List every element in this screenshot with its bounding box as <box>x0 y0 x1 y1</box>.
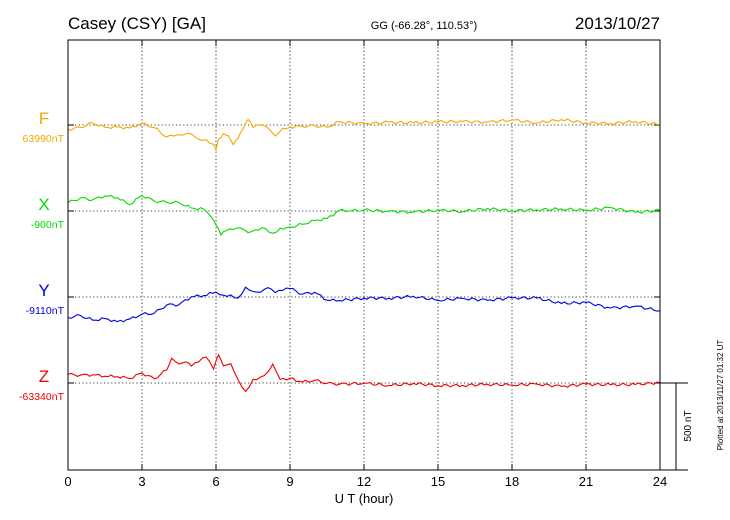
plot-frame <box>67 39 661 471</box>
x-tick-label: 21 <box>579 474 593 489</box>
x-tick-label: 12 <box>357 474 371 489</box>
x-tick-label: 9 <box>286 474 293 489</box>
series-line-f <box>67 118 661 152</box>
series-line-z <box>67 353 661 393</box>
grid <box>141 40 587 470</box>
series-labels: F 63990nT X -900nT Y -9110nT Z -63340nT <box>19 109 65 403</box>
x-tick-label: 3 <box>138 474 145 489</box>
series-baseline-f: 63990nT <box>23 133 65 145</box>
scale-bar-label: 500 nT <box>683 410 694 441</box>
scale-bar: 500 nT <box>660 382 694 471</box>
x-axis-label: U T (hour) <box>335 491 394 506</box>
series-name-x: X <box>38 195 49 214</box>
station-title: Casey (CSY) [GA] <box>68 14 206 33</box>
x-tick-label: 6 <box>212 474 219 489</box>
plotted-timestamp: Plotted at 2013/11/27 01:32 UT <box>716 340 725 451</box>
series-line-x <box>67 194 661 237</box>
series-name-y: Y <box>38 281 49 300</box>
series-baseline-z: -63340nT <box>19 391 65 403</box>
x-tick-label: 18 <box>505 474 519 489</box>
series-name-z: Z <box>39 367 49 386</box>
series-baseline-y: -9110nT <box>26 305 65 317</box>
plot-date: 2013/10/27 <box>575 14 660 33</box>
series-name-f: F <box>39 109 49 128</box>
station-coordinates: GG (-66.28°, 110.53°) <box>371 20 477 32</box>
x-axis-ticks: 0 3 6 9 12 15 18 21 24 <box>64 40 667 489</box>
x-tick-label: 24 <box>653 474 667 489</box>
series-baseline-x: -900nT <box>31 219 65 231</box>
x-tick-label: 15 <box>431 474 445 489</box>
x-tick-label: 0 <box>64 474 71 489</box>
series-line-y <box>67 286 661 323</box>
series-layer <box>67 118 661 393</box>
baselines <box>68 124 660 384</box>
